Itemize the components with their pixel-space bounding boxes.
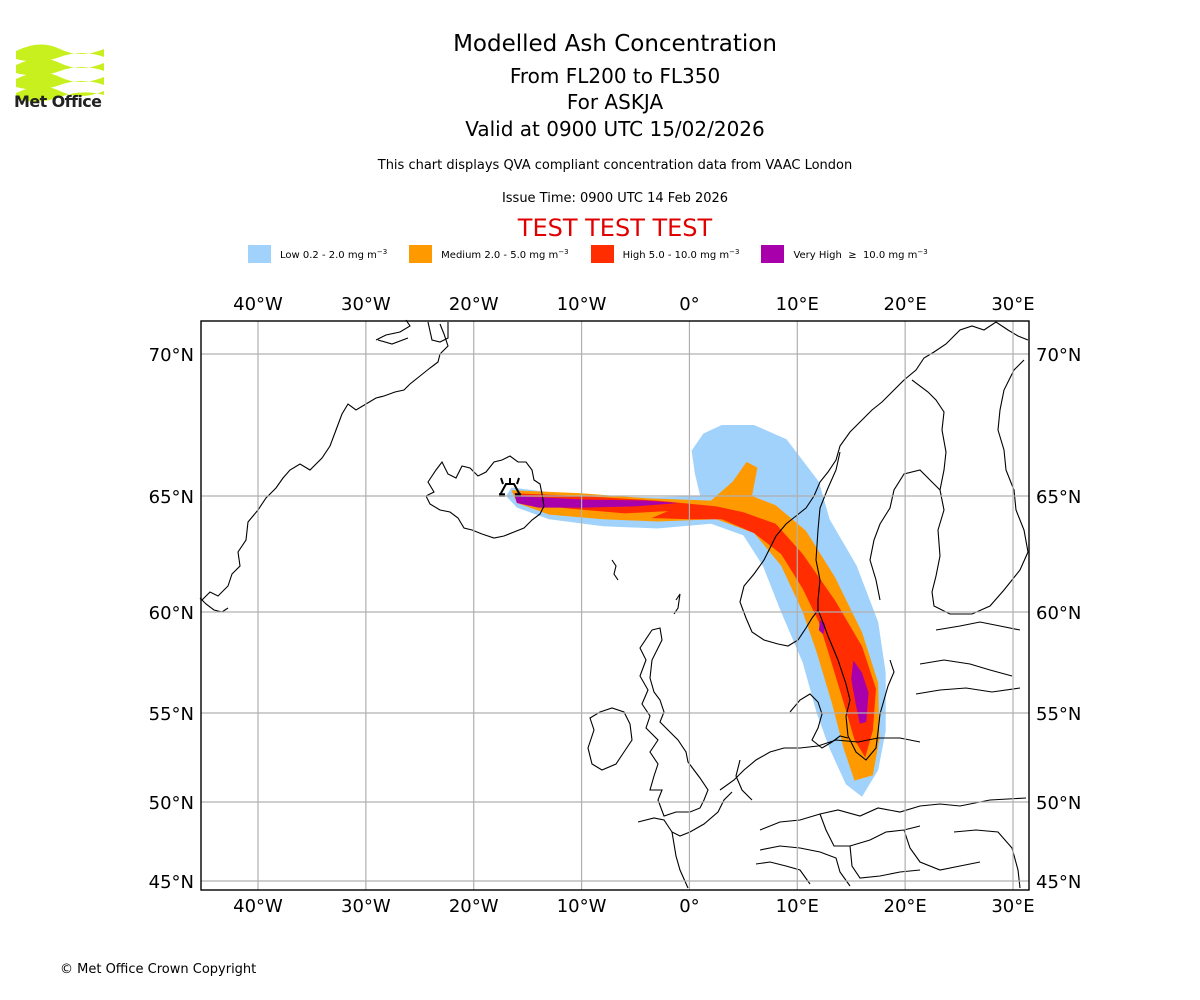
ash-area-very-high	[818, 620, 826, 635]
lat-tick-label-right: 60°N	[1036, 603, 1081, 624]
lat-tick-label-left: 65°N	[149, 487, 194, 508]
sweden-norway-border	[815, 451, 841, 610]
ash-concentration-layer	[506, 425, 886, 797]
flight-levels: From FL200 to FL350	[509, 64, 721, 88]
legend: Low 0.2 - 2.0 mg m−3 Medium 2.0 - 5.0 mg…	[248, 244, 950, 264]
baltic-coast	[915, 621, 1021, 695]
lon-tick-label-bottom: 30°E	[991, 896, 1034, 917]
legend-exp-high: −3	[729, 247, 740, 256]
legend-item-low: Low 0.2 - 2.0 mg m−3	[248, 245, 387, 263]
lon-tick-label-top: 10°E	[776, 294, 819, 315]
lon-tick-label-top: 30°W	[341, 294, 391, 315]
lat-tick-label-left: 55°N	[149, 704, 194, 725]
shetland	[673, 593, 681, 615]
legend-label-high: High 5.0 - 10.0 mg m	[622, 249, 730, 261]
lon-tick-label-bottom: 0°	[679, 896, 699, 917]
lat-tick-label-right: 65°N	[1036, 487, 1081, 508]
ash-area-high	[513, 493, 876, 758]
lon-tick-label-bottom: 10°W	[557, 896, 607, 917]
denmark-coast	[789, 693, 849, 749]
test-banner: TEST TEST TEST	[517, 214, 713, 242]
legend-label-medium: Medium 2.0 - 5.0 mg m	[441, 249, 559, 261]
lon-tick-label-top: 20°W	[449, 294, 499, 315]
lon-tick-label-top: 30°E	[991, 294, 1034, 315]
netherlands-coast	[735, 759, 753, 801]
lon-tick-label-bottom: 30°W	[341, 896, 391, 917]
ash-area-low	[506, 425, 886, 797]
lat-tick-label-right: 45°N	[1036, 872, 1081, 893]
central-europe-borders	[759, 797, 1027, 889]
met-office-logo-text: Met Office	[14, 92, 102, 111]
lon-tick-label-bottom: 10°E	[776, 896, 819, 917]
issue-time: Issue Time: 0900 UTC 14 Feb 2026	[501, 191, 729, 206]
legend-swatch-very-high	[761, 245, 785, 263]
legend-exp-medium: −3	[558, 247, 569, 256]
map-frame	[200, 320, 1030, 891]
gulf-of-bothnia	[869, 469, 941, 601]
greenland-coast	[201, 323, 449, 601]
legend-label-low: Low 0.2 - 2.0 mg m	[280, 249, 377, 261]
chart-title: Modelled Ash Concentration	[453, 31, 777, 57]
lat-tick-label-left: 70°N	[149, 345, 194, 366]
greenland-fjord	[199, 597, 229, 613]
met-office-logo-icon	[16, 44, 104, 102]
france-coast	[637, 791, 733, 889]
north-europe-coast	[719, 737, 921, 791]
iceland-coast	[425, 455, 545, 539]
lat-tick-label-left: 50°N	[149, 793, 194, 814]
legend-item-high: High 5.0 - 10.0 mg m−3	[590, 245, 740, 263]
great-britain-coast	[639, 627, 709, 817]
legend-item-medium: Medium 2.0 - 5.0 mg m−3	[409, 245, 569, 263]
greenland-north-cape	[427, 321, 449, 343]
legend-swatch-high	[590, 245, 614, 263]
legend-swatch-low	[248, 245, 271, 263]
legend-swatch-medium	[409, 245, 433, 263]
lon-tick-label-bottom: 40°W	[233, 896, 283, 917]
legend-exp-very-high: −3	[917, 247, 928, 256]
copyright: © Met Office Crown Copyright	[60, 962, 257, 977]
axis-tick-labels: 40°W 40°W 30°W 30°W 20°W 20°W 10°W 10°W 0° 0° 10°E…	[149, 294, 1082, 917]
greenland-north-islands	[375, 319, 411, 345]
lon-tick-label-top: 10°W	[557, 294, 607, 315]
coastlines	[199, 319, 1029, 889]
lon-tick-label-bottom: 20°W	[449, 896, 499, 917]
finland-border	[911, 359, 1029, 615]
ash-area-very-high	[514, 496, 679, 508]
ireland-coast	[587, 707, 633, 771]
ash-area-medium	[511, 461, 880, 781]
legend-label-very-high: Very High ≥ 10.0 mg m	[793, 249, 918, 261]
scandinavia-coast	[739, 321, 1029, 647]
lat-tick-label-right: 70°N	[1036, 345, 1081, 366]
sweden-coast	[817, 609, 895, 761]
lat-tick-label-left: 60°N	[149, 603, 194, 624]
iberia-coast	[755, 861, 811, 885]
valid-time: Valid at 0900 UTC 15/02/2026	[465, 117, 765, 141]
lon-tick-label-top: 0°	[679, 294, 699, 315]
lon-tick-label-top: 20°E	[884, 294, 927, 315]
ash-area-very-high	[851, 660, 869, 724]
lon-tick-label-bottom: 20°E	[884, 896, 927, 917]
lat-tick-label-right: 55°N	[1036, 704, 1081, 725]
lon-tick-label-top: 40°W	[233, 294, 283, 315]
legend-exp-low: −3	[376, 247, 388, 256]
faroe-islands	[611, 559, 619, 581]
lat-tick-label-right: 50°N	[1036, 793, 1081, 814]
volcano-icon	[499, 477, 521, 497]
lat-tick-label-left: 45°N	[149, 872, 194, 893]
description: This chart displays QVA compliant concen…	[377, 158, 853, 173]
volcano-name: For ASKJA	[566, 90, 664, 114]
graticule	[201, 321, 1029, 890]
legend-item-very-high: Very High ≥ 10.0 mg m−3	[761, 245, 928, 263]
